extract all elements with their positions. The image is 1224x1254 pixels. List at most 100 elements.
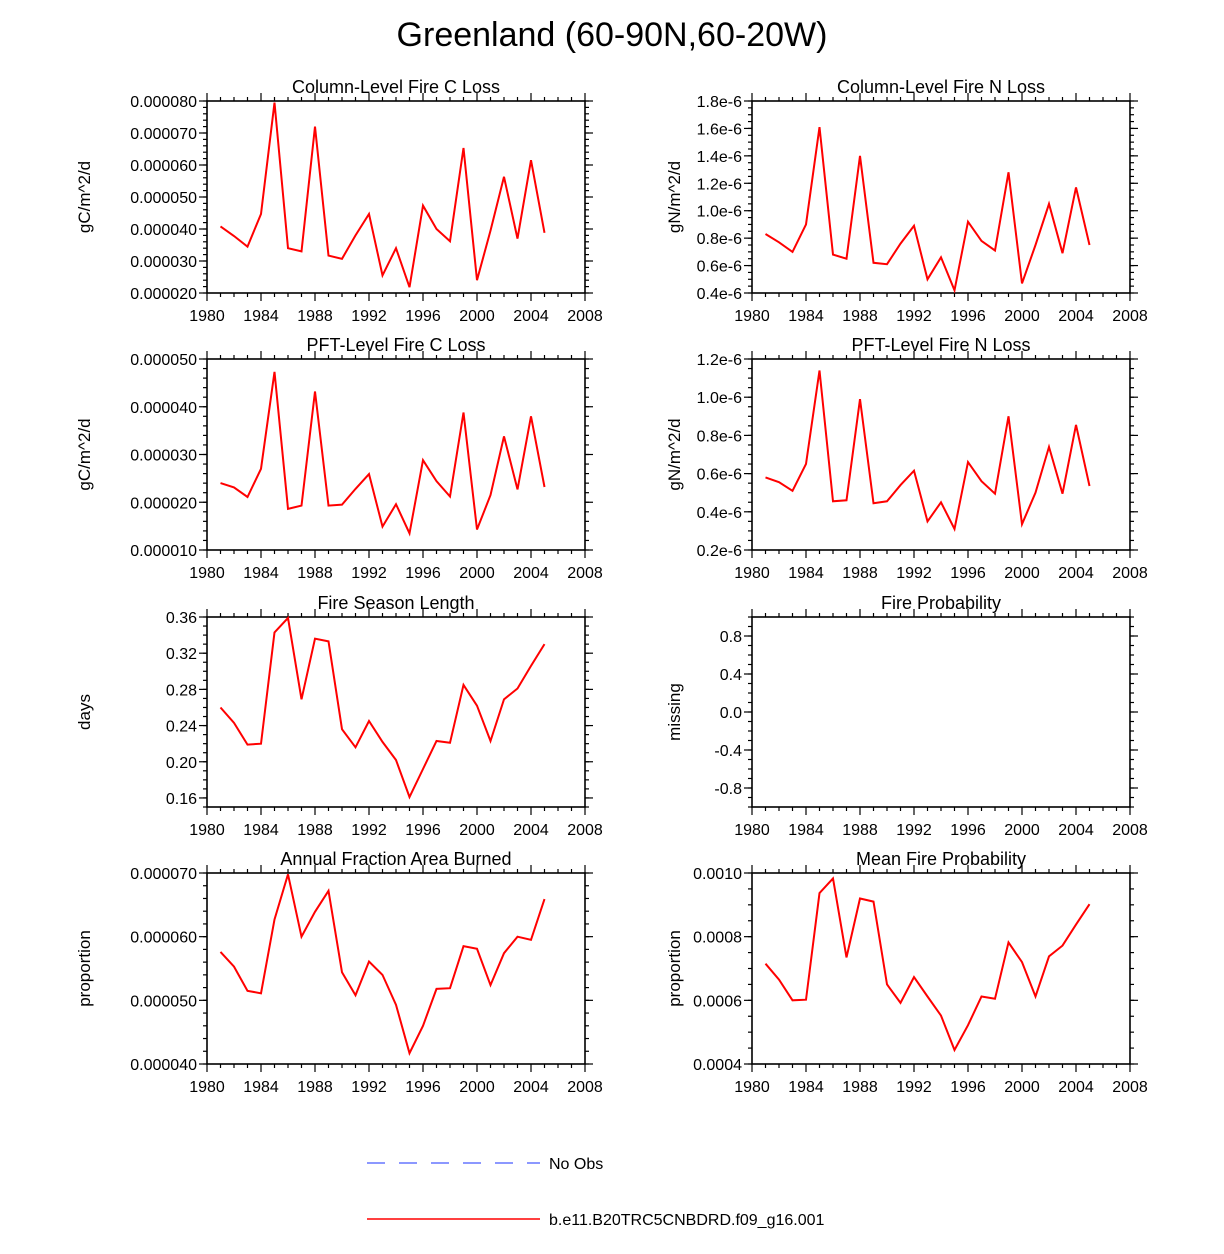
panel-title: Fire Probability	[881, 593, 1001, 613]
x-tick-label: 2004	[1058, 822, 1094, 839]
x-tick-label: 1984	[788, 565, 824, 582]
x-tick-label: 2000	[459, 308, 495, 325]
y-tick-label: 0.000050	[130, 993, 197, 1010]
x-tick-label: 1980	[189, 822, 225, 839]
y-tick-label: 0.000030	[130, 254, 197, 271]
x-tick-label: 1984	[788, 1079, 824, 1096]
x-tick-label: 1996	[950, 308, 986, 325]
y-axis-label: gN/m^2/d	[665, 161, 684, 233]
legend: No Obs b.e11.B20TRC5CNBDRD.f09_g16.001	[367, 1156, 825, 1229]
plot-frame	[751, 616, 1131, 808]
y-tick-label: 0.000050	[130, 352, 197, 369]
y-tick-label: 0.000080	[130, 94, 197, 111]
x-tick-label: 2004	[513, 308, 549, 325]
x-tick-label: 1992	[351, 565, 387, 582]
y-tick-label: 0.000060	[130, 158, 197, 175]
figure-title: Greenland (60-90N,60-20W)	[396, 16, 828, 54]
legend-label-model: b.e11.B20TRC5CNBDRD.f09_g16.001	[549, 1212, 825, 1229]
x-tick-label: 2004	[513, 1079, 549, 1096]
y-tick-label: -0.8	[714, 781, 742, 798]
y-tick-label: 0.0	[720, 705, 742, 722]
x-tick-label: 1980	[734, 822, 770, 839]
x-tick-label: 1984	[243, 565, 279, 582]
y-tick-label: 0.0006	[693, 993, 742, 1010]
y-tick-label: 1.2e-6	[697, 176, 742, 193]
x-tick-label: 2008	[1112, 822, 1148, 839]
x-tick-label: 1984	[243, 308, 279, 325]
panel-4: 1980 1984 1988 1992 1996 2000 2004 2008 0.2e-6 0.…	[665, 335, 1148, 582]
x-tick-label: 1980	[189, 308, 225, 325]
x-tick-label: 2008	[567, 1079, 603, 1096]
x-tick-label: 2000	[459, 1079, 495, 1096]
y-tick-label: 0.0010	[693, 866, 742, 883]
x-tick-label: 1980	[189, 1079, 225, 1096]
y-tick-label: 0.000070	[130, 126, 197, 143]
x-tick-label: 2000	[1004, 822, 1040, 839]
y-axis-label: days	[75, 694, 94, 730]
y-tick-label: 0.0008	[693, 930, 742, 947]
panel-title: Mean Fire Probability	[856, 849, 1026, 869]
panel-2: 1980 1984 1988 1992 1996 2000 2004 2008 0.4e-6 0.…	[665, 77, 1148, 325]
panel-title: PFT-Level Fire N Loss	[851, 335, 1030, 355]
x-tick-label: 1984	[788, 308, 824, 325]
y-tick-label: 0.36	[166, 610, 197, 627]
y-tick-label: 0.2e-6	[697, 543, 742, 560]
x-tick-label: 2000	[1004, 1079, 1040, 1096]
y-tick-label: 1.0e-6	[697, 390, 742, 407]
y-tick-label: 0.000050	[130, 190, 197, 207]
y-tick-label: 0.28	[166, 682, 197, 699]
panel-3: 1980 1984 1988 1992 1996 2000 2004 2008 0.000010…	[75, 335, 603, 582]
y-tick-label: 0.20	[166, 755, 197, 772]
legend-label-obs: No Obs	[549, 1156, 603, 1173]
x-tick-label: 1992	[896, 565, 932, 582]
y-tick-label: 0.32	[166, 646, 197, 663]
x-tick-label: 1996	[950, 1079, 986, 1096]
series-line	[219, 874, 546, 1056]
x-tick-label: 1992	[351, 308, 387, 325]
x-tick-label: 2004	[513, 822, 549, 839]
x-tick-label: 1996	[405, 1079, 441, 1096]
x-tick-label: 2004	[1058, 308, 1094, 325]
x-tick-label: 1984	[788, 822, 824, 839]
x-tick-label: 1996	[405, 822, 441, 839]
y-tick-label: 0.4e-6	[697, 286, 742, 303]
y-tick-label: 0.000010	[130, 543, 197, 560]
plot-frame	[206, 872, 586, 1065]
y-axis-label: gN/m^2/d	[665, 418, 684, 490]
y-tick-label: 0.6e-6	[697, 259, 742, 276]
y-axis-label: gC/m^2/d	[75, 418, 94, 490]
x-tick-label: 2008	[567, 822, 603, 839]
y-tick-label: 0.000040	[130, 1057, 197, 1074]
x-tick-label: 1988	[297, 1079, 333, 1096]
series-line	[219, 615, 546, 800]
x-tick-label: 1988	[297, 565, 333, 582]
x-tick-label: 2008	[567, 308, 603, 325]
y-tick-label: 0.8e-6	[697, 231, 742, 248]
plot-frame	[751, 872, 1131, 1065]
y-tick-label: 1.4e-6	[697, 149, 742, 166]
y-tick-label: 0.24	[166, 719, 197, 736]
y-tick-label: 0.16	[166, 791, 197, 808]
x-tick-label: 1980	[734, 1079, 770, 1096]
x-tick-label: 1996	[405, 565, 441, 582]
y-tick-label: 0.4	[720, 667, 742, 684]
x-tick-label: 1988	[842, 308, 878, 325]
x-tick-label: 1992	[351, 822, 387, 839]
y-tick-label: 0.8	[720, 629, 742, 646]
x-tick-label: 2008	[1112, 308, 1148, 325]
panel-7: 1980 1984 1988 1992 1996 2000 2004 2008 0.000040…	[75, 849, 603, 1096]
panel-1: 1980 1984 1988 1992 1996 2000 2004 2008 0.000020…	[75, 77, 603, 325]
x-tick-label: 2000	[1004, 565, 1040, 582]
x-tick-label: 1988	[842, 565, 878, 582]
panel-title: PFT-Level Fire C Loss	[306, 335, 485, 355]
x-tick-label: 2004	[513, 565, 549, 582]
y-tick-label: 0.000020	[130, 286, 197, 303]
x-tick-label: 1992	[896, 308, 932, 325]
y-tick-label: 0.000030	[130, 448, 197, 465]
x-tick-label: 1988	[297, 822, 333, 839]
x-tick-label: 2004	[1058, 1079, 1094, 1096]
x-tick-label: 2008	[1112, 1079, 1148, 1096]
x-tick-label: 1980	[734, 308, 770, 325]
y-tick-label: 0.0004	[693, 1057, 742, 1074]
